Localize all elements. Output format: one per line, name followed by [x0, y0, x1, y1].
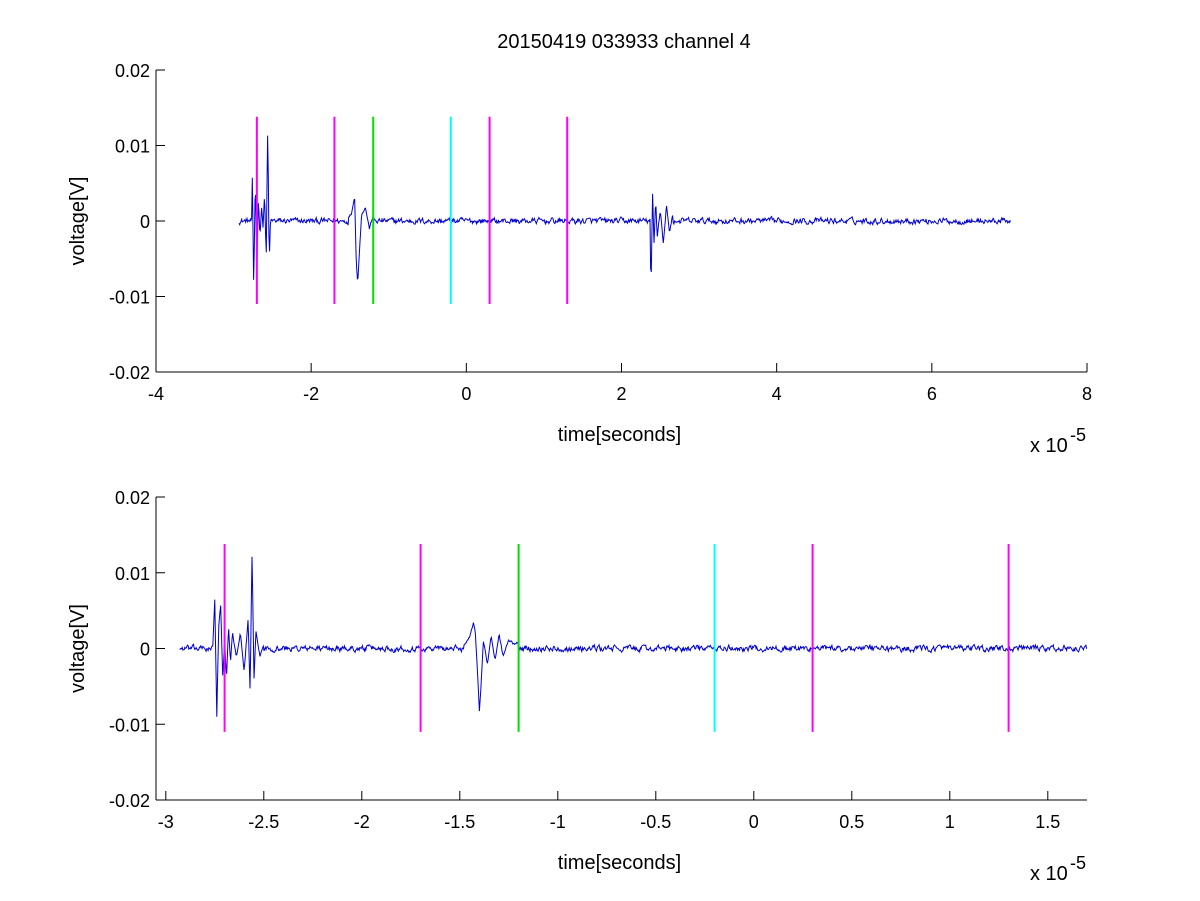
- x-tick-label: 2: [616, 384, 626, 404]
- x-tick-label: 0: [461, 384, 471, 404]
- x-tick-label: -1: [550, 812, 566, 832]
- x-exponent-power: -5: [1070, 853, 1086, 873]
- x-tick-label: -2: [303, 384, 319, 404]
- y-tick-label: 0.01: [115, 564, 150, 584]
- x-tick-label: 0.5: [839, 812, 864, 832]
- bottom-plot: -3 -2.5 -2 -1.5 -1 -0.5 0 0.5 1 1.5 -0.02 -0.01 0 0.0…: [67, 488, 1088, 885]
- x-axis-label: time[seconds]: [558, 852, 681, 874]
- y-tick-label: 0.02: [115, 61, 150, 81]
- x-tick-label: 1: [945, 812, 955, 832]
- x-exponent-label: x 10: [1030, 435, 1068, 457]
- y-tick-label: -0.01: [109, 715, 150, 735]
- y-tick-label: -0.02: [109, 791, 150, 811]
- x-tick-label: 1.5: [1035, 812, 1060, 832]
- y-tick-label: -0.02: [109, 363, 150, 383]
- x-tick-label: -2.5: [248, 812, 279, 832]
- x-exponent-label: x 10: [1030, 863, 1068, 885]
- top-plot: -4 -2 0 2 4 6 8 -0.02 -0.01 0 0.01 0.02 time[seconds…: [67, 61, 1092, 457]
- signal-trace: [238, 135, 1011, 281]
- y-tick-label: 0: [140, 212, 150, 232]
- x-tick-label: 6: [927, 384, 937, 404]
- x-tick-label: -4: [148, 384, 164, 404]
- x-tick-label: 0: [749, 812, 759, 832]
- chart-title: 20150419 033933 channel 4: [497, 31, 751, 53]
- y-axis-label: voltage[V]: [67, 604, 89, 693]
- x-tick-label: 4: [772, 384, 782, 404]
- y-tick-label: -0.01: [109, 288, 150, 308]
- x-exponent-power: -5: [1070, 425, 1086, 445]
- y-axis-label: voltage[V]: [67, 177, 89, 266]
- x-tick-label: -2: [354, 812, 370, 832]
- y-tick-label: 0.01: [115, 137, 150, 157]
- x-tick-label: -0.5: [640, 812, 671, 832]
- x-tick-label: -1.5: [444, 812, 475, 832]
- x-tick-label: 8: [1082, 384, 1092, 404]
- y-tick-label: 0.02: [115, 488, 150, 508]
- x-axis-label: time[seconds]: [558, 424, 681, 446]
- y-tick-label: 0: [140, 640, 150, 660]
- signal-trace: [179, 556, 1088, 717]
- x-tick-label: -3: [158, 812, 174, 832]
